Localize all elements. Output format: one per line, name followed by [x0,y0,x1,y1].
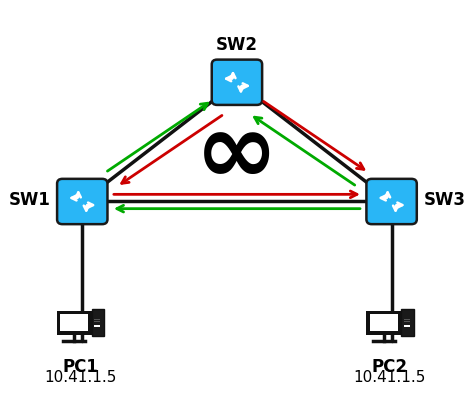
Text: 10.41.1.5: 10.41.1.5 [44,370,116,385]
Bar [401,309,414,336]
Bar [403,321,410,322]
Bar [94,319,100,320]
FancyBboxPatch shape [57,179,108,224]
Text: PC2: PC2 [372,359,407,376]
Bar [92,309,104,336]
Text: 10.41.1.5: 10.41.1.5 [353,370,426,385]
Bar [57,311,92,335]
Bar [94,321,100,322]
Text: SW1: SW1 [9,191,50,208]
FancyBboxPatch shape [366,179,417,224]
FancyBboxPatch shape [212,60,262,105]
Text: SW2: SW2 [216,35,258,54]
Text: PC1: PC1 [62,359,98,376]
Text: SW3: SW3 [423,191,465,208]
Bar [370,314,398,331]
Bar [403,325,410,327]
Bar [94,325,100,327]
Text: ∞: ∞ [195,107,279,204]
Bar [403,319,410,320]
Bar [60,314,89,331]
Bar [366,311,401,335]
